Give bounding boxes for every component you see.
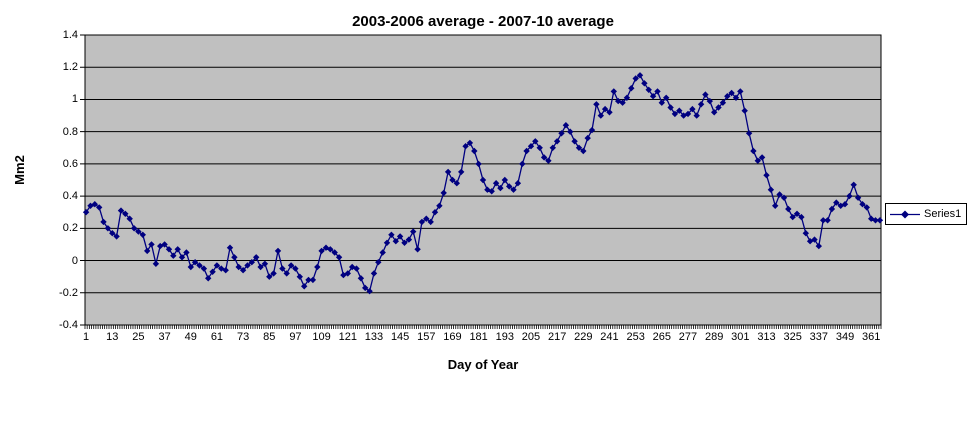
x-tick-label: 73 (236, 331, 250, 343)
x-tick-label: 325 (783, 331, 802, 343)
x-tick-label: 145 (390, 331, 410, 343)
x-tick-label: 361 (861, 331, 881, 343)
legend: Series1 (885, 203, 967, 225)
x-tick-label: 61 (210, 331, 224, 343)
y-tick-label: 0.2 (62, 222, 78, 235)
x-tick-label: 49 (184, 331, 197, 343)
x-tick-label: 217 (547, 331, 567, 343)
x-tick-label: 241 (600, 331, 619, 343)
x-tick-label: 121 (338, 331, 357, 343)
x-tick-label: 205 (521, 331, 541, 343)
chart-title: 2003-2006 average - 2007-10 average (352, 13, 614, 30)
y-tick-label: 1 (71, 93, 78, 106)
y-tick-label: -0.2 (59, 286, 78, 299)
x-tick-label: 37 (158, 331, 171, 343)
x-tick-label: 289 (704, 331, 724, 343)
legend-series1-label: Series1 (924, 208, 962, 220)
x-tick-label: 169 (443, 331, 462, 343)
x-tick-label: 337 (809, 331, 829, 343)
x-tick-label: 25 (132, 331, 145, 343)
x-tick-label: 13 (106, 331, 119, 343)
x-tick-label: 349 (835, 331, 855, 343)
y-tick-label: 0.8 (62, 125, 78, 138)
y-tick-label: 0.4 (62, 190, 78, 203)
x-tick-label: 301 (731, 331, 750, 343)
series-marker-icon (890, 210, 920, 218)
x-tick-label: 97 (289, 331, 302, 343)
y-tick-label: 1.2 (62, 61, 78, 74)
x-tick-label: 157 (417, 331, 436, 343)
x-tick-label: 1 (83, 331, 90, 343)
x-tick-label: 253 (626, 331, 645, 343)
x-tick-label: 133 (364, 331, 384, 343)
x-tick-label: 85 (263, 331, 276, 343)
x-tick-label: 313 (757, 331, 776, 343)
x-tick-label: 265 (652, 331, 671, 343)
x-tick-label: 277 (678, 331, 698, 343)
x-tick-label: 193 (495, 331, 514, 343)
y-tick-label: 0 (71, 254, 78, 267)
y-tick-label: 0.6 (62, 157, 78, 170)
y-tick-label: 1.4 (62, 29, 78, 41)
x-tick-label: 181 (469, 331, 488, 343)
x-tick-label: 229 (574, 331, 593, 343)
x-axis-title: Day of Year (447, 357, 519, 372)
x-tick-label: 109 (312, 331, 331, 343)
y-tick-label: -0.4 (59, 319, 78, 331)
